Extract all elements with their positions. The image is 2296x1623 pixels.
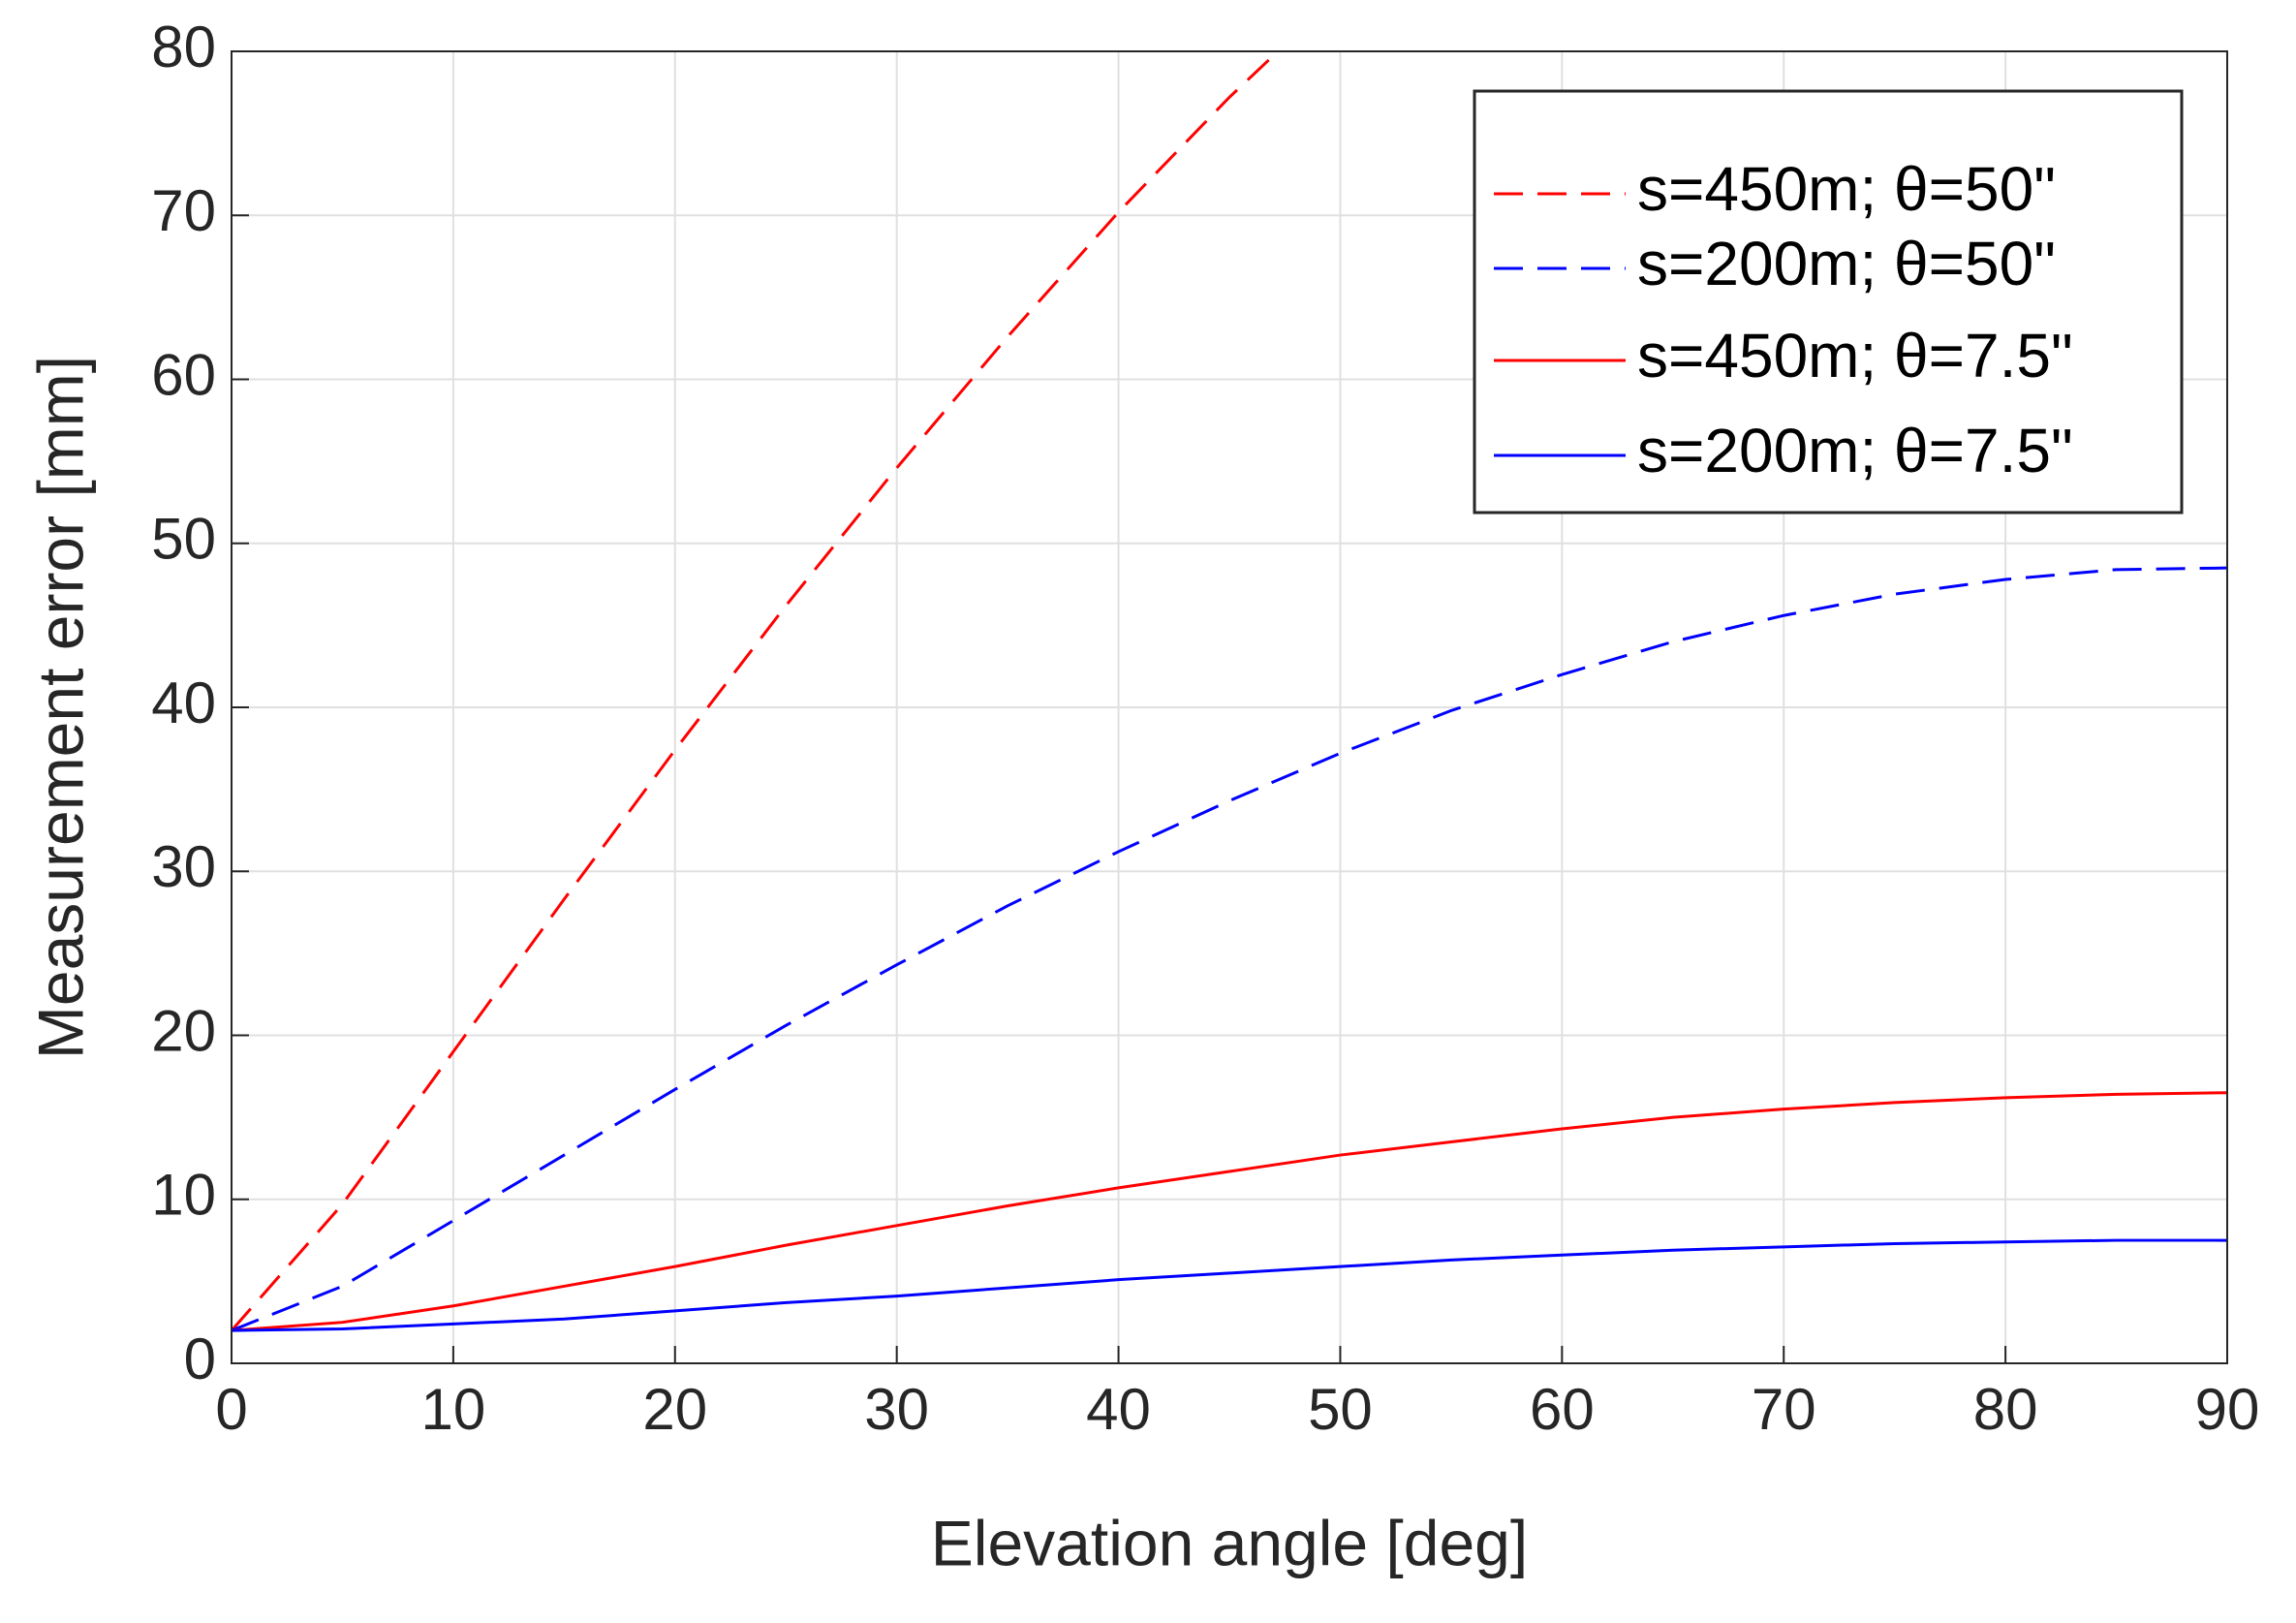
y-tick-label: 30	[151, 834, 216, 899]
x-tick-label: 90	[2195, 1377, 2260, 1442]
legend-label: s=200m; θ=7.5"	[1637, 416, 2073, 485]
series-line	[232, 1238, 2227, 1332]
x-tick-label: 30	[864, 1377, 929, 1442]
y-tick-label: 60	[151, 342, 216, 407]
x-tick-label: 70	[1752, 1377, 1816, 1442]
legend-label: s=200m; θ=50"	[1637, 229, 2056, 298]
x-tick-label: 50	[1308, 1377, 1373, 1442]
y-tick-label: 80	[151, 15, 216, 79]
plot-lines	[232, 51, 2227, 1332]
legend-label: s=450m; θ=50"	[1637, 154, 2056, 224]
series-line	[232, 1091, 2227, 1332]
x-axis-label: Elevation angle [deg]	[931, 1507, 1528, 1578]
x-tick-label: 60	[1530, 1377, 1595, 1442]
legend-box	[1473, 89, 2184, 515]
y-tick-label: 70	[151, 178, 216, 243]
y-tick-label: 40	[151, 671, 216, 735]
legend-label: s=450m; θ=7.5"	[1637, 321, 2073, 390]
y-tick-label: 50	[151, 507, 216, 572]
ticks: 0 10 20 30 40 50 60 70 80 90 0 10 20 30 40 50 60 70 80	[151, 15, 2259, 1442]
x-tick-label: 10	[421, 1377, 486, 1442]
y-tick-label: 20	[151, 998, 216, 1063]
y-tick-label: 0	[184, 1326, 216, 1391]
x-tick-label: 20	[642, 1377, 707, 1442]
x-tick-label: 40	[1086, 1377, 1151, 1442]
x-tick-label: 80	[1973, 1377, 2038, 1442]
y-tick-label: 10	[151, 1163, 216, 1228]
series-line	[232, 566, 2227, 1332]
y-axis-label: Measurement error [mm]	[24, 356, 96, 1059]
x-tick-label: 0	[215, 1377, 247, 1442]
legend: s=450m; θ=50"s=200m; θ=50" s=450m; θ=7.5"…	[1473, 89, 2184, 515]
series-line	[232, 51, 1281, 1332]
